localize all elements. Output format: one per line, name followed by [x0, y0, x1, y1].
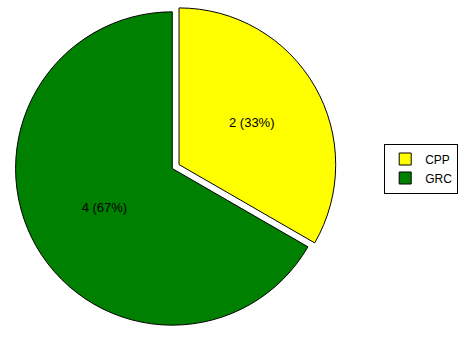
svg-text:GRC: GRC: [425, 172, 452, 186]
svg-text:CPP: CPP: [425, 153, 450, 167]
svg-text:2 (33%): 2 (33%): [229, 115, 275, 130]
svg-text:4 (67%): 4 (67%): [82, 200, 128, 215]
